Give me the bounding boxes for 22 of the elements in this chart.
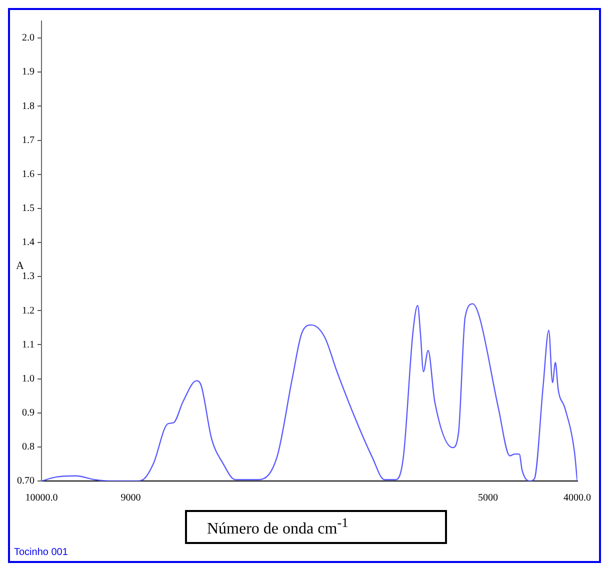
y-tick-label: 2.0 bbox=[22, 32, 34, 44]
y-axis-title: A bbox=[16, 260, 24, 272]
y-tick-label: 1.1 bbox=[22, 339, 34, 350]
y-tick-label: 1.4 bbox=[22, 237, 34, 248]
y-tick-label: 1.9 bbox=[22, 66, 34, 78]
y-tick-label: 1.6 bbox=[22, 168, 34, 180]
y-tick-label: 1.8 bbox=[22, 100, 34, 112]
y-tick-label: 0.70 bbox=[17, 476, 34, 487]
x-tick-label: 4000.0 bbox=[564, 492, 591, 504]
y-tick-label: 0.8 bbox=[22, 442, 34, 453]
y-tick-label: 1.0 bbox=[22, 373, 34, 384]
x-tick-label: 5000 bbox=[478, 492, 498, 504]
text: Tocinho 001 bbox=[14, 547, 68, 558]
x-axis-title: Número de onda cm$^{-1}$ bbox=[207, 515, 348, 539]
y-tick-label: 1.7 bbox=[22, 134, 34, 146]
x-tick-label: 10000.0 bbox=[25, 492, 58, 504]
y-tick-label: 1.2 bbox=[22, 305, 34, 316]
y-tick-label: 1.5 bbox=[22, 203, 34, 214]
y-tick-label: 0.9 bbox=[22, 407, 34, 418]
x-tick-label: 9000 bbox=[120, 492, 141, 504]
line-series bbox=[42, 303, 578, 481]
y-tick-label: 1.3 bbox=[22, 271, 34, 282]
